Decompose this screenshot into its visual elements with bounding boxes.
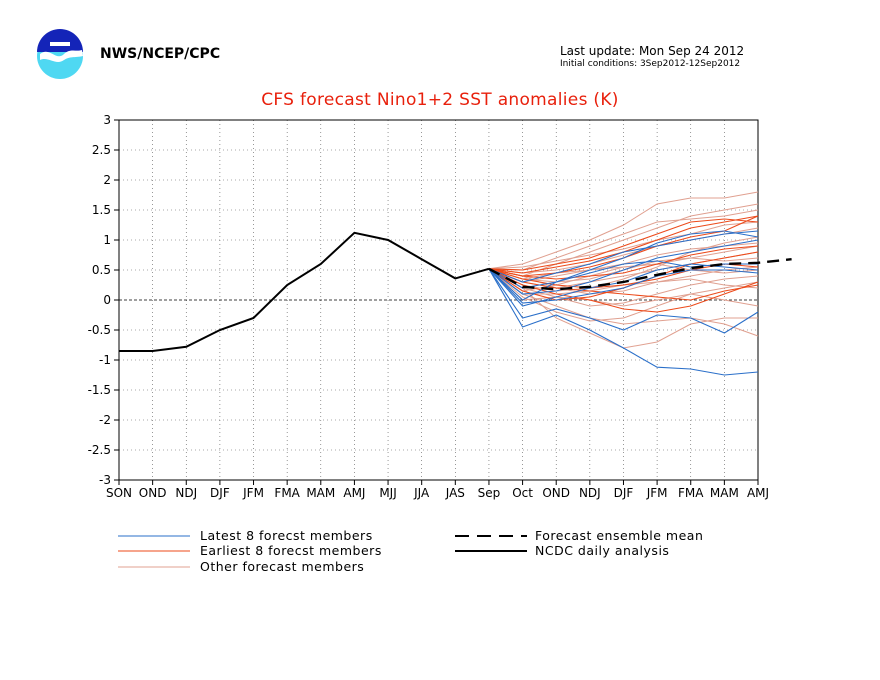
x-tick-label: NDJ (175, 486, 197, 500)
y-tick-label: 1 (103, 233, 111, 247)
y-tick-label: -1 (99, 353, 111, 367)
other-member-line (488, 268, 759, 337)
latest-member-line (488, 268, 759, 334)
other-member-line (488, 191, 759, 270)
x-tick-label: MAM (306, 486, 335, 500)
initial-conditions: Initial conditions: 3Sep2012-12Sep2012 (560, 59, 741, 69)
x-tick-label: FMA (678, 486, 704, 500)
x-tick-label: NDJ (579, 486, 601, 500)
legend-label-other: Other forecast members (200, 559, 364, 574)
y-tick-label: -2.5 (88, 443, 111, 457)
x-tick-label: JAS (445, 486, 465, 500)
series-ensemble-mean (488, 258, 792, 291)
y-tick-label: -0.5 (88, 323, 111, 337)
x-tick-label: JJA (413, 486, 430, 500)
legend-label-earliest: Earliest 8 forecst members (200, 543, 382, 558)
latest-member-line (488, 268, 759, 304)
earliest-member-line (488, 268, 759, 301)
x-tick-label: DJF (210, 486, 230, 500)
x-tick-label: FMA (274, 486, 300, 500)
y-tick-label: 2.5 (92, 143, 111, 157)
latest-member-line (488, 239, 759, 295)
other-member-line (488, 268, 759, 307)
latest-member-line (488, 230, 759, 301)
other-member-line (488, 221, 759, 270)
x-tick-label: AMJ (747, 486, 769, 500)
ensemble-mean-line (488, 258, 792, 291)
y-tick-label: 0.5 (92, 263, 111, 277)
legend: Latest 8 forecst members Earliest 8 fore… (118, 528, 703, 574)
latest-member-line (488, 268, 759, 376)
other-member-line (488, 268, 759, 307)
x-tick-label: AMJ (343, 486, 365, 500)
y-tick-label: 0 (103, 293, 111, 307)
y-tick-label: 2 (103, 173, 111, 187)
x-tick-label: OND (139, 486, 167, 500)
earliest-member-line (488, 245, 759, 280)
y-tick-label: -3 (99, 473, 111, 487)
x-tick-label: MJJ (379, 486, 396, 500)
noaa-logo-icon (37, 29, 83, 79)
legend-label-mean: Forecast ensemble mean (535, 528, 703, 543)
x-tick-label: MAM (710, 486, 739, 500)
x-tick-label: OND (542, 486, 570, 500)
series-latest-members (488, 230, 759, 376)
last-update: Last update: Mon Sep 24 2012 (560, 44, 745, 58)
y-tick-label: -1.5 (88, 383, 111, 397)
y-tick-label: 3 (103, 113, 111, 127)
y-tick-label: -2 (99, 413, 111, 427)
x-tick-label: JFM (646, 486, 668, 500)
x-axis-ticks: SON OND NDJ DJF JFM FMA MAM AMJ MJJ JJA JAS Sep Oct O… (106, 480, 769, 500)
other-member-line (488, 209, 759, 271)
legend-label-latest: Latest 8 forecst members (200, 528, 373, 543)
latest-member-line (488, 230, 759, 283)
x-tick-label: DJF (614, 486, 634, 500)
series-ncdc-analysis (119, 231, 490, 352)
ncdc-analysis-line (119, 231, 490, 352)
x-tick-label: JFM (242, 486, 264, 500)
x-tick-label: Oct (512, 486, 533, 500)
x-tick-label: Sep (478, 486, 501, 500)
legend-label-analysis: NCDC daily analysis (535, 543, 669, 558)
y-axis-ticks: 3 2.5 2 1.5 1 0.5 0 -0.5 -1 -1.5 -2 -2.5 -3 (88, 113, 119, 487)
x-tick-label: SON (106, 486, 132, 500)
y-tick-label: 1.5 (92, 203, 111, 217)
chart-title: CFS forecast Nino1+2 SST anomalies (K) (261, 90, 619, 110)
earliest-member-line (488, 218, 759, 271)
org-label: NWS/NCEP/CPC (100, 46, 221, 62)
